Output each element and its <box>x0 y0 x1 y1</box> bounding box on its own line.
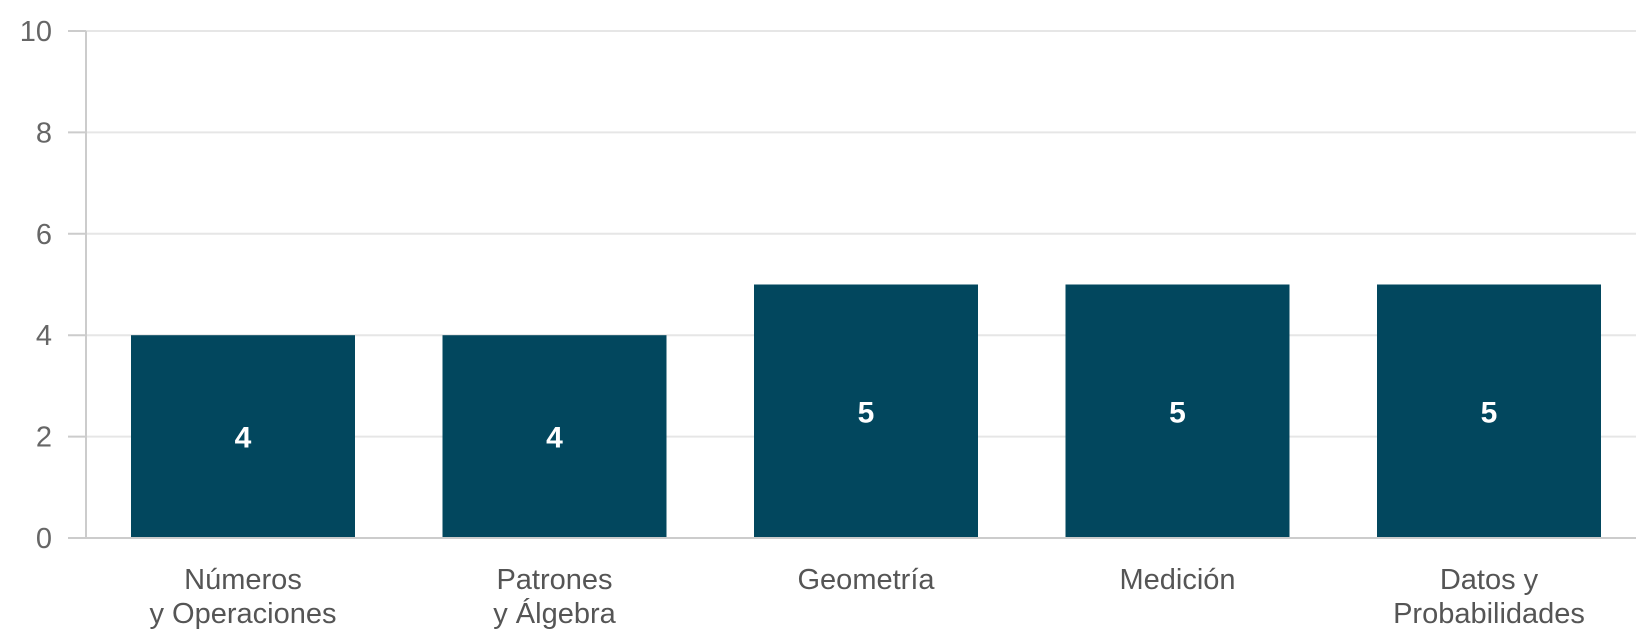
x-category-label-line: Números <box>184 564 302 596</box>
y-tick-label: 6 <box>36 219 52 251</box>
x-category-label-line: y Operaciones <box>150 598 337 630</box>
bar <box>754 284 978 538</box>
data-labels: 4 4 5 5 5 <box>235 396 1498 454</box>
bar <box>1065 284 1290 538</box>
y-axis-ticks: 0 2 4 6 8 10 <box>20 16 86 555</box>
x-category-label: Geometría <box>798 564 936 596</box>
x-category-label: Medición <box>1119 564 1235 596</box>
x-category-label-line: Geometría <box>798 564 936 596</box>
x-category-label-line: Patrones <box>496 564 612 596</box>
bar <box>1377 284 1601 538</box>
bar <box>131 335 355 538</box>
bar <box>442 335 667 538</box>
bar-data-label: 4 <box>546 422 563 455</box>
x-category-label: Patrones y Álgebra <box>493 564 616 630</box>
x-category-label: Números y Operaciones <box>150 564 337 630</box>
x-category-label-line: Datos y <box>1440 564 1539 596</box>
bar-data-label: 5 <box>1481 396 1498 429</box>
y-tick-label: 0 <box>36 523 52 555</box>
x-category-label-line: Probabilidades <box>1393 598 1585 630</box>
y-tick-label: 4 <box>36 320 52 352</box>
x-category-label-line: y Álgebra <box>493 597 616 630</box>
bar-data-label: 5 <box>1169 396 1186 429</box>
y-tick-label: 2 <box>36 422 52 454</box>
x-category-label-line: Medición <box>1119 564 1235 596</box>
x-category-label: Datos y Probabilidades <box>1393 564 1585 630</box>
bar-data-label: 4 <box>235 422 252 455</box>
bar-data-label: 5 <box>858 396 875 429</box>
y-tick-label: 8 <box>36 117 52 149</box>
y-tick-label: 10 <box>20 16 52 48</box>
x-axis-category-labels: Números y Operaciones Patrones y Álgebra Geo… <box>150 564 1585 630</box>
bars <box>131 284 1601 538</box>
